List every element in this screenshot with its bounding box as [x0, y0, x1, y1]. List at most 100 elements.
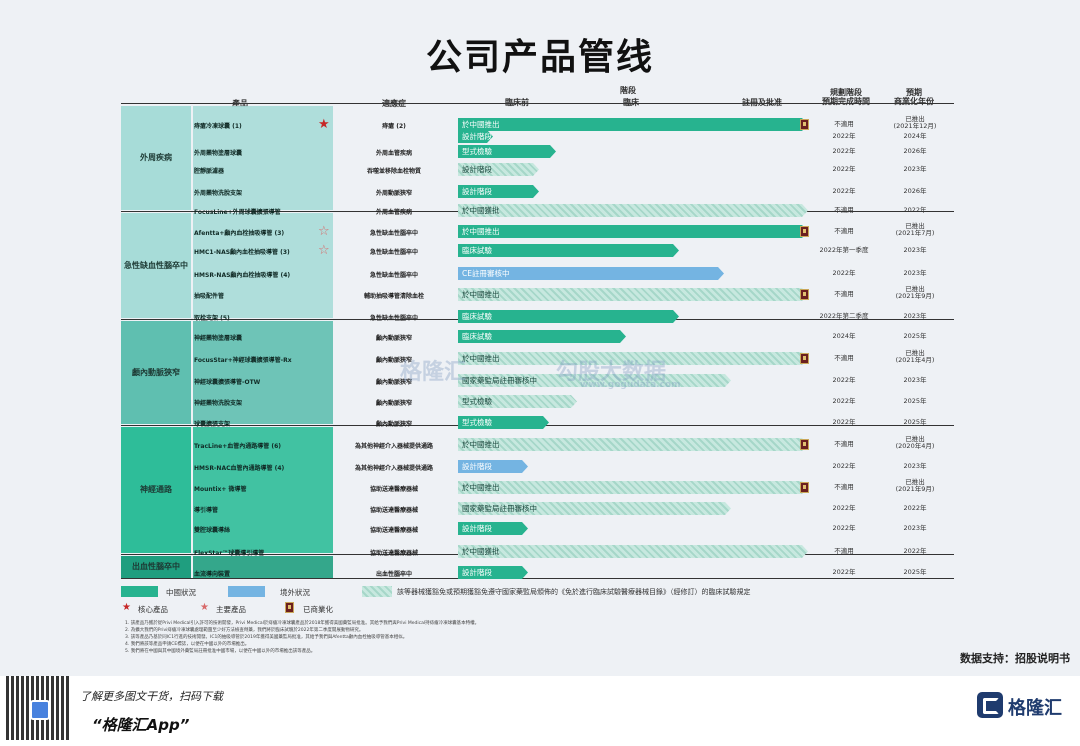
indication-label: 外周血管疾病 — [375, 150, 412, 157]
footer-text-download: 了解更多图文干货，扫码下载 — [80, 690, 223, 703]
planned-time: 2022年 — [832, 187, 856, 195]
planned-time: 2022年 — [832, 165, 856, 173]
product-name: FocusLine+外周球囊擴張導管 — [194, 209, 281, 216]
product-name: 球囊擴張支架 — [194, 421, 231, 428]
product-name: 血流導向裝置 — [194, 571, 231, 578]
indication-label: 顱內動脈狹窄 — [375, 335, 412, 342]
category-label: 外周疾病 — [121, 106, 191, 210]
indication-label: 顱內動脈狹窄 — [375, 421, 412, 428]
indication-label: 協助送達醫療器械 — [369, 486, 418, 493]
category-group: 外周疾病 — [121, 106, 333, 210]
indication-label: 顱內動脈狹窄 — [375, 379, 412, 386]
planned-time: 2022年 — [832, 397, 856, 405]
commercial-year: 2026年 — [885, 148, 945, 155]
product-name: 痔瘡冷凍球囊 (1) — [194, 123, 242, 130]
category-label: 急性缺血性腦卒中 — [121, 213, 191, 318]
category-label: 顱內動脈狹窄 — [121, 321, 191, 424]
commercial-year-line: 2025年 — [903, 568, 927, 576]
stage-bar: 設計階段 — [458, 163, 539, 176]
indication-label: 急性缺血性腦卒中 — [369, 315, 418, 322]
indication-label: 吞噬並移除血栓物質 — [366, 168, 421, 175]
indication-label: 外周血管疾病 — [375, 209, 412, 216]
commercial-year-line: 2022年 — [903, 547, 927, 555]
product-column-bg — [193, 321, 333, 424]
commercial-year: 已推出 (2021年9月) — [885, 479, 945, 493]
product-name: 外周藥物塗層球囊 — [194, 150, 243, 157]
product-name: Mountix+ 微導管 — [194, 486, 247, 493]
stage-bar: 設計階段 — [458, 185, 539, 198]
header-stage: 階段 — [620, 86, 636, 95]
stage-bar: 設計階段 — [458, 522, 528, 535]
commercialized-flag-icon — [285, 602, 294, 613]
legend-exempt-label: 該等器械獲豁免或預期獲豁免遵守國家藥監局頒佈的《免於進行臨床試驗醫療器械目錄》（… — [397, 588, 751, 596]
page-title: 公司产品管线 — [425, 37, 654, 78]
category-group: 顱內動脈狹窄 — [121, 321, 333, 424]
commercial-year: 2023年 — [885, 270, 945, 277]
commercial-year-line: 已推出 — [905, 435, 925, 443]
stage-bar: 於中國推出 — [458, 225, 808, 238]
commercial-year: 已推出 (2020年4月) — [885, 436, 945, 450]
stage-bar: 設計階段 — [458, 460, 528, 473]
footnote-5: 5. 我們將在中國與其中國境外藥監局註冊批准中國市場，以便在中國以外的市場推出該… — [125, 649, 316, 654]
commercial-year: 2024年 — [885, 133, 945, 140]
brand-name: 格隆汇 — [1008, 698, 1062, 719]
legend-core-label: 核心產品 — [138, 605, 168, 614]
indication-label: 急性缺血性腦卒中 — [369, 272, 418, 279]
footnote-1: 1. 該產品乃獲於從Privi Medical引入許可的技術開發，Privi M… — [125, 621, 480, 626]
commercial-year-line: (2021年9月) — [895, 292, 935, 300]
product-column-bg — [193, 106, 333, 210]
commercial-year-line: 2023年 — [903, 246, 927, 254]
commercial-year-line: 2026年 — [903, 187, 927, 195]
commercial-year-line: (2020年4月) — [895, 442, 935, 450]
stage-bar: 型式檢驗 — [458, 416, 549, 429]
product-name: 雙腔球囊導絲 — [194, 527, 231, 534]
qr-code-icon[interactable] — [6, 676, 70, 740]
legend-china-label: 中國狀況 — [166, 588, 196, 597]
commercialized-flag-icon — [800, 353, 809, 364]
indication-label: 為其他神經介入器械提供通路 — [354, 465, 433, 472]
commercial-year: 2023年 — [885, 463, 945, 470]
commercial-year-line: 已推出 — [905, 478, 925, 486]
legend-commercialized-label: 已商業化 — [303, 605, 333, 614]
indication-label: 協助送達醫療器械 — [369, 550, 418, 557]
legend-overseas-label: 境外狀況 — [280, 588, 310, 597]
planned-time: 不適用 — [834, 206, 854, 214]
commercial-year-line: 2022年 — [903, 504, 927, 512]
commercialized-flag-icon — [800, 119, 809, 130]
core-star-icon: ★ — [122, 602, 131, 613]
commercial-year-line: 2023年 — [903, 312, 927, 320]
product-column-bg — [193, 427, 333, 553]
stage-bar: 臨床試驗 — [458, 244, 679, 257]
product-name: HMC1-NAS顱內血栓抽吸導管 (3) — [194, 249, 290, 256]
stage-bar: 國家藥監局註冊審核中 — [458, 502, 731, 515]
commercial-year: 2026年 — [885, 188, 945, 195]
planned-time: 2022年 — [832, 376, 856, 384]
planned-time: 2022年第一季度 — [819, 246, 869, 254]
commercial-year-line: 2025年 — [903, 332, 927, 340]
stage-bar: 國家藥監局註冊審核中 — [458, 374, 731, 387]
planned-time: 2022年 — [832, 504, 856, 512]
planned-time: 不適用 — [834, 227, 854, 235]
product-column-bg — [193, 213, 333, 318]
indication-label: 輔助抽吸導管清除血栓 — [363, 293, 424, 300]
commercial-year: 已推出 (2021年4月) — [885, 350, 945, 364]
major-star-icon: ★ — [200, 602, 209, 613]
stage-bar: 於中國推出 — [458, 352, 808, 365]
commercial-year-line: 2026年 — [903, 147, 927, 155]
footer-bar: 了解更多图文干货，扫码下载 “格隆汇App” 格隆汇 — [0, 676, 1080, 746]
stage-bar: 於中國獲批 — [458, 545, 808, 558]
product-name: 導引導管 — [194, 507, 219, 514]
brand-logo-icon — [977, 692, 1003, 718]
source-note: 数据支持：招股说明书 — [960, 652, 1070, 665]
commercial-year: 2025年 — [885, 569, 945, 576]
watermark-sub: 勾股大数据 — [556, 360, 667, 385]
commercial-year: 2023年 — [885, 166, 945, 173]
legend-exempt-swatch — [362, 586, 392, 597]
stage-bar: 臨床試驗 — [458, 330, 626, 343]
stage-bar: 設計階段 — [458, 566, 528, 579]
commercialized-flag-icon — [800, 289, 809, 300]
product-column-bg — [193, 556, 333, 578]
footnote-3: 3. 該等產品乃基於同IC1行進的技術開發。IC1的抽吸導管於2019年獲得美國… — [125, 635, 408, 640]
commercial-year-line: 2025年 — [903, 397, 927, 405]
commercialized-flag-icon — [800, 439, 809, 450]
